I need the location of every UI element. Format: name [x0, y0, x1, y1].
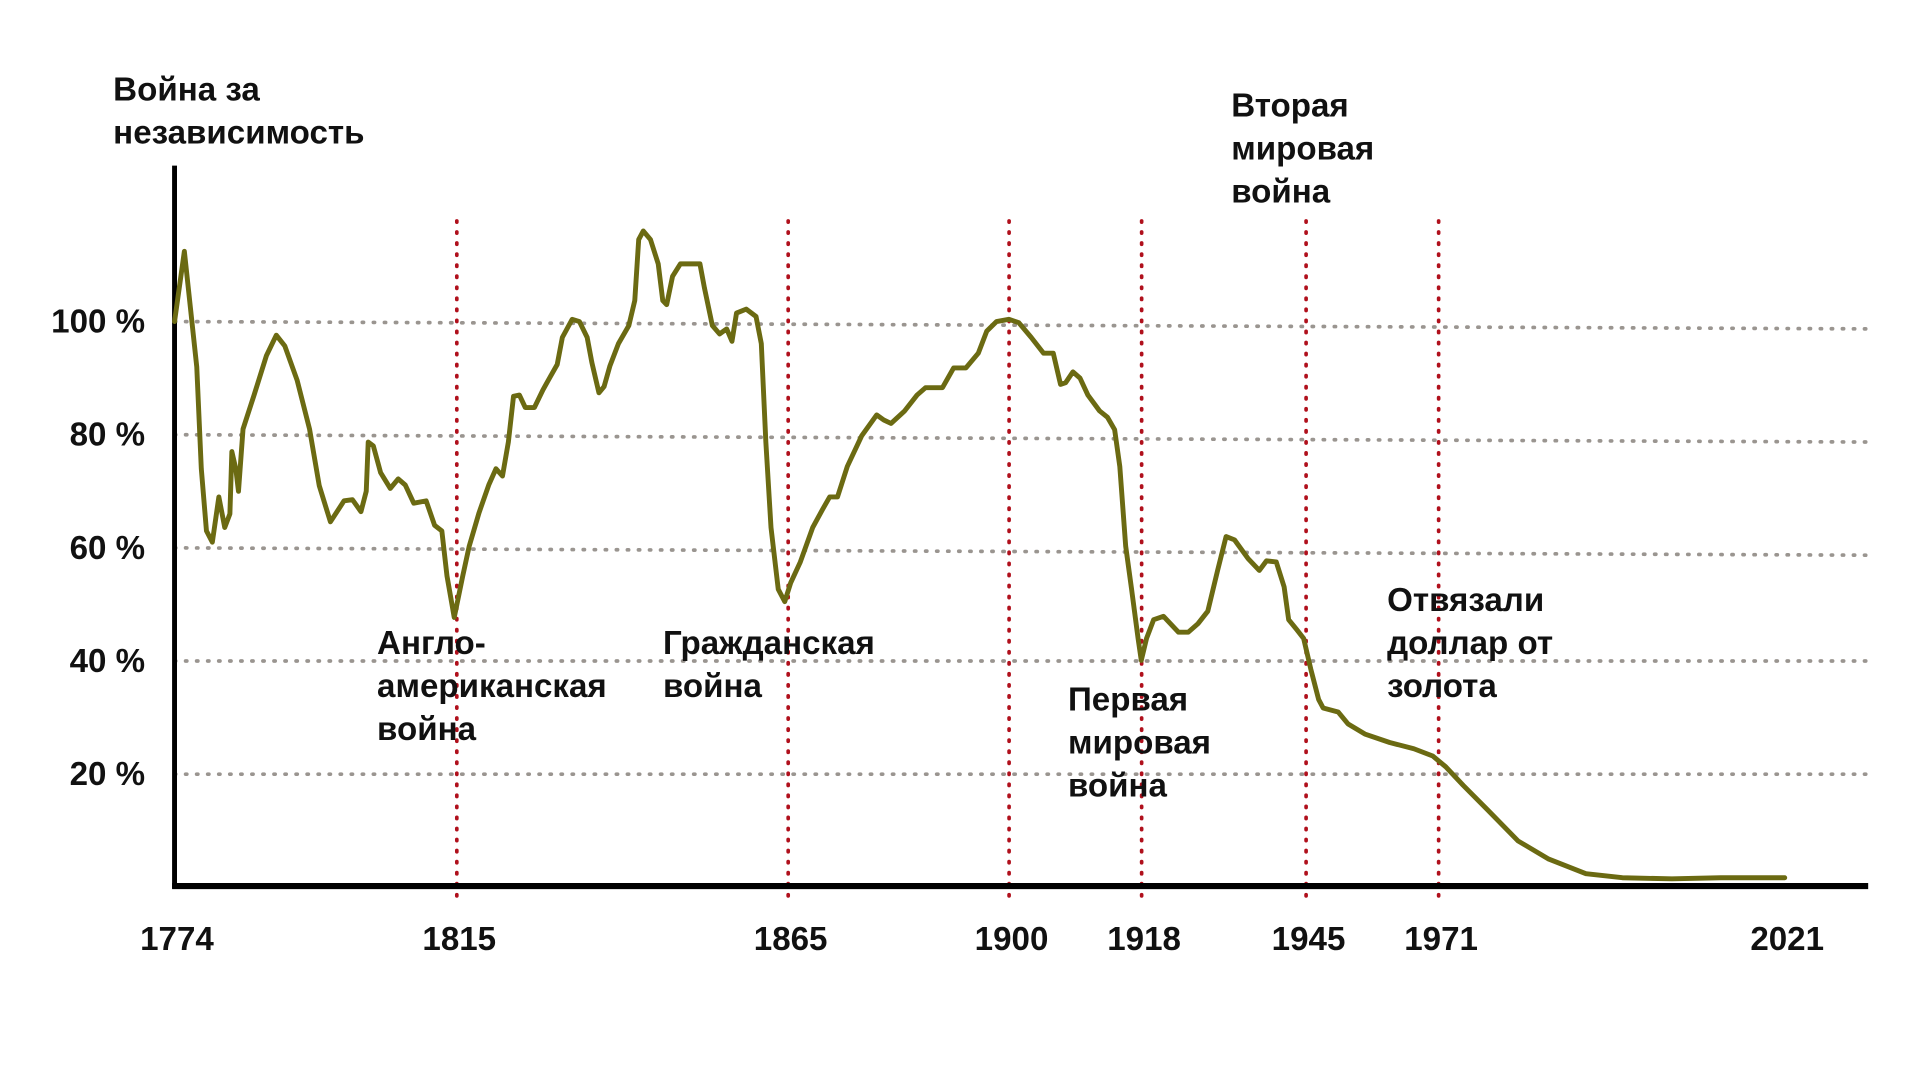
annotation-gold: Отвязали [1387, 582, 1544, 619]
grid-lines [172, 319, 1877, 777]
x-tick-label: 2021 [1750, 921, 1824, 958]
annotation-ww1: Первая [1068, 682, 1188, 719]
gridline-100 [172, 319, 1877, 331]
y-tick-labels: 20 % 40 % 60 % 80 % 100 % [51, 304, 145, 794]
y-tick-label: 20 % [70, 756, 146, 793]
annotation-ww1: мировая [1068, 725, 1211, 762]
x-tick-label: 1815 [422, 921, 496, 958]
y-tick-label: 40 % [70, 643, 146, 680]
annotations: Война за независимость Англо-американская в… [113, 72, 1553, 805]
gridline-80 [172, 432, 1877, 444]
purchasing-power-line [172, 228, 1788, 882]
event-lines [454, 219, 1441, 904]
annotation-ww2: Вторая [1231, 88, 1349, 125]
x-tick-label: 1865 [754, 921, 828, 958]
x-tick-label: 1774 [140, 921, 214, 958]
annotation-civil: война [663, 668, 763, 705]
y-tick-label: 100 % [51, 304, 145, 341]
annotation-ww1: война [1068, 768, 1168, 805]
x-tick-label: 1918 [1107, 921, 1181, 958]
annotation-war1812: война [377, 711, 477, 748]
annotation-war1812: американская [377, 668, 607, 705]
annotation-war1812: Англо- [377, 625, 486, 662]
annotation-civil: Гражданская [663, 625, 875, 662]
gridline-60 [172, 546, 1877, 558]
annotation-gold: золота [1387, 668, 1497, 705]
annotation-ww2: война [1231, 173, 1331, 210]
x-tick-labels: 1774 1815 1865 1900 1918 1945 1971 2021 [140, 921, 1824, 958]
x-tick-label: 1945 [1272, 921, 1346, 958]
x-tick-label: 1971 [1404, 921, 1478, 958]
y-tick-label: 60 % [70, 530, 146, 567]
x-tick-label: 1900 [975, 921, 1049, 958]
annotation-independence: независимость [113, 115, 364, 152]
annotation-gold: доллар от [1387, 625, 1553, 662]
y-tick-label: 80 % [70, 417, 146, 454]
annotation-independence: Война за [113, 72, 260, 109]
annotation-ww2: мировая [1231, 131, 1374, 168]
